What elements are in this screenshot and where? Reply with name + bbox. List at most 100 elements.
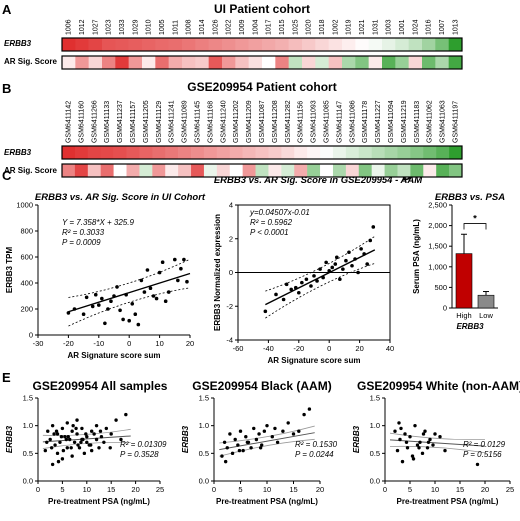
data-point — [263, 309, 268, 314]
column-label: GSM6411237 — [117, 100, 124, 143]
data-point — [428, 437, 432, 442]
column-label: 1011 — [172, 20, 179, 35]
heatmap-cell — [288, 56, 303, 69]
heatmap-cell — [62, 56, 76, 69]
data-point — [145, 268, 150, 272]
heatmap-cell — [195, 38, 209, 51]
heatmap-cell — [75, 38, 89, 51]
heatmap-cell — [410, 164, 424, 177]
annotation: R² = 0.01309 — [120, 440, 167, 449]
y-tick-label: 0.5 — [370, 449, 380, 458]
data-point — [309, 284, 313, 288]
heatmap-cell — [328, 56, 343, 69]
y-tick-label: 2,000 — [428, 221, 447, 230]
heatmap-cell — [294, 164, 308, 177]
x-axis-label: AR Signature score sum — [68, 351, 161, 360]
annotation: Y = 7.358*X + 325.9 — [62, 218, 134, 227]
heatmap-cell — [332, 146, 347, 159]
data-point — [421, 432, 426, 436]
heatmap-cell — [255, 146, 269, 159]
y-tick-label: 1000 — [16, 201, 33, 210]
data-point — [393, 429, 397, 433]
y-tick-label: 500 — [434, 283, 447, 292]
y-axis-label: Serum PSA (ng/mL) — [412, 219, 421, 294]
data-point — [71, 423, 75, 428]
column-label: GSM6411145 — [194, 101, 201, 143]
heatmap-cell — [178, 146, 192, 159]
data-point — [68, 437, 72, 442]
x-tick-label: 15 — [107, 485, 115, 494]
column-label: 1018 — [319, 19, 326, 35]
data-point — [166, 290, 171, 294]
column-label: 1017 — [266, 19, 273, 35]
data-point — [176, 278, 180, 283]
data-point — [410, 454, 415, 458]
fit-line — [42, 435, 131, 443]
data-point — [275, 440, 280, 444]
x-tick-label: 20 — [316, 485, 324, 494]
x-tick-label: -40 — [263, 344, 274, 353]
data-point — [89, 443, 93, 447]
data-point — [408, 435, 412, 439]
fit-line — [265, 249, 376, 306]
data-point — [115, 285, 119, 289]
column-label: GSM6411063 — [440, 100, 447, 143]
heatmap-cell — [168, 56, 183, 69]
heatmap-cell — [435, 56, 449, 69]
column-label: GSM6411085 — [324, 100, 331, 143]
data-point — [66, 435, 70, 439]
data-point — [72, 440, 77, 444]
data-point — [63, 435, 67, 439]
column-label: 1008 — [186, 19, 193, 35]
data-point — [333, 262, 338, 266]
heatmap-cell — [395, 38, 409, 51]
heatmap-b: GSM6411142 GSM6411160 GSM6411266 GSM6411133… — [61, 100, 463, 178]
y-tick-label: 0.0 — [370, 477, 380, 486]
data-point — [92, 432, 96, 436]
heatmap-row-border — [61, 145, 463, 160]
heatmap-cell — [371, 164, 385, 177]
data-point — [104, 426, 109, 431]
heatmap-cell — [268, 164, 282, 177]
column-label: GSM6411205 — [143, 100, 150, 143]
y-tick-label: 2,500 — [428, 201, 447, 210]
data-point — [403, 432, 407, 436]
x-axis-label: Pre-treatment PSA (ng/mL) — [48, 497, 150, 506]
data-point — [223, 459, 228, 464]
data-point — [80, 426, 84, 431]
data-point — [225, 446, 229, 450]
heatmap-cell — [62, 38, 76, 51]
heatmap-cell — [152, 164, 166, 177]
heatmap-row-border — [61, 55, 463, 70]
x-tick-label: 25 — [506, 485, 514, 494]
annotation: y=0.04507x-0.01 — [249, 208, 310, 217]
chart-title: GSE209954 Black (AAM) — [192, 379, 331, 393]
x-tick-label: 20 — [186, 339, 194, 348]
data-point — [55, 432, 60, 436]
data-point — [64, 437, 69, 442]
data-point — [139, 278, 144, 283]
heatmap-cell — [182, 38, 196, 51]
heatmap-cell — [320, 164, 334, 177]
data-point — [53, 443, 57, 447]
ci-upper — [68, 258, 191, 298]
column-label: GSM6411129 — [156, 101, 163, 143]
column-label: 1025 — [292, 19, 299, 35]
heatmap-cell — [448, 56, 463, 69]
y-tick-label: 1.0 — [199, 421, 209, 430]
data-point — [438, 435, 442, 439]
column-label: GSM6411241 — [169, 100, 176, 143]
heatmap-cell — [155, 38, 169, 51]
heatmap-cell — [384, 146, 398, 159]
data-point — [426, 440, 431, 444]
data-point — [404, 440, 409, 444]
heatmap-cell — [382, 38, 396, 51]
heatmap-cell — [182, 56, 196, 69]
heatmap-cell — [142, 56, 156, 69]
data-point — [157, 270, 162, 275]
data-point — [114, 418, 118, 422]
y-axis-label: ERBB3 — [352, 425, 361, 453]
column-label: GSM6411093 — [311, 100, 318, 143]
heatmap-cell — [178, 164, 192, 177]
data-point — [65, 446, 69, 450]
